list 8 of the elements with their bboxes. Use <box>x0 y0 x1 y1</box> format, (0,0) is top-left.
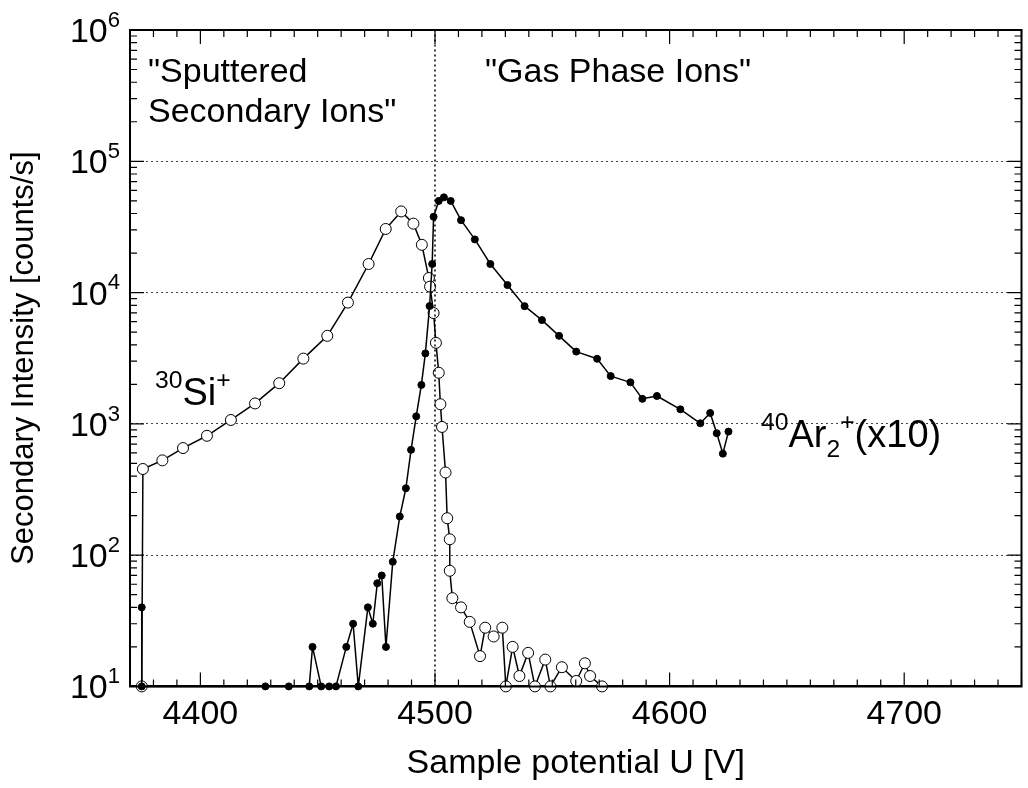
x-tick-label: 4400 <box>162 693 239 732</box>
x-tick-label: 4500 <box>397 693 473 732</box>
x-tick-label: 4700 <box>866 693 943 732</box>
x-tick-label: 4600 <box>631 693 708 732</box>
y-axis-title: Secondary Intensity [counts/s] <box>5 151 41 565</box>
x-axis-title: Sample potential U [V] <box>406 741 745 780</box>
annotation: "Sputtered Secondary Ions" <box>148 51 397 129</box>
annotation: "Gas Phase Ions" <box>485 51 752 89</box>
